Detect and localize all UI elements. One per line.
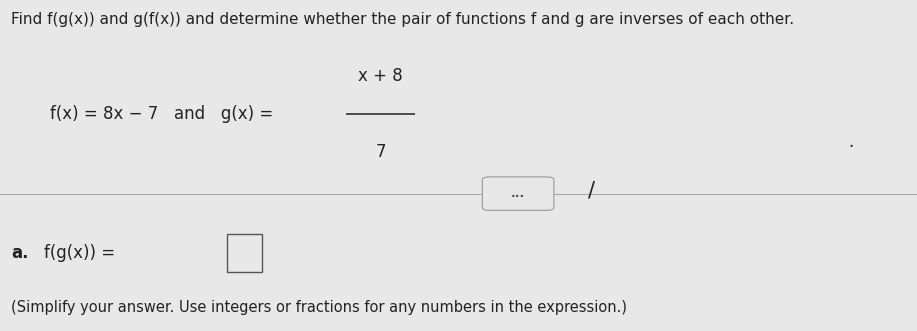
Text: .: . [848, 133, 854, 151]
FancyBboxPatch shape [482, 177, 554, 211]
Text: /: / [588, 180, 595, 200]
FancyBboxPatch shape [227, 234, 262, 272]
Text: ...: ... [511, 187, 525, 200]
Text: 7: 7 [375, 143, 386, 161]
Text: f(x) = 8x − 7   and   g(x) =: f(x) = 8x − 7 and g(x) = [50, 105, 279, 123]
Text: a.: a. [11, 244, 28, 262]
Text: Find f(g(x)) and g(f(x)) and determine whether the pair of functions f and g are: Find f(g(x)) and g(f(x)) and determine w… [11, 12, 794, 26]
Text: x + 8: x + 8 [359, 67, 403, 85]
Text: f(g(x)) =: f(g(x)) = [44, 244, 116, 262]
Text: (Simplify your answer. Use integers or fractions for any numbers in the expressi: (Simplify your answer. Use integers or f… [11, 300, 627, 315]
